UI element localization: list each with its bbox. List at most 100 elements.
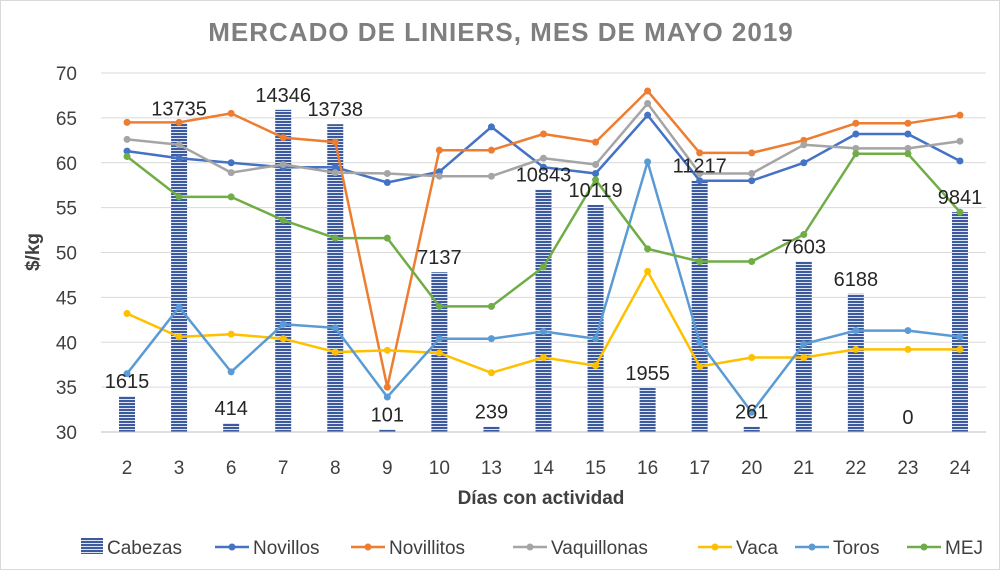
data-point	[383, 170, 391, 178]
x-tick-label: 16	[637, 458, 658, 479]
data-point	[435, 349, 443, 357]
legend-label: Toros	[833, 538, 879, 559]
data-point	[383, 393, 391, 401]
data-point	[279, 216, 287, 224]
data-point	[487, 146, 495, 154]
bar	[483, 426, 500, 432]
x-tick-label: 10	[429, 458, 450, 479]
bar-data-label: 1615	[105, 371, 150, 393]
legend-marker	[711, 543, 719, 551]
bar-data-label: 11217	[673, 156, 727, 178]
bar	[847, 293, 864, 432]
bar-data-label: 10843	[516, 165, 572, 187]
data-point	[956, 137, 964, 145]
data-point	[540, 130, 547, 138]
data-point	[123, 147, 131, 155]
data-point	[748, 408, 756, 416]
bar-data-label: 0	[902, 407, 913, 429]
data-point	[956, 157, 964, 165]
bar	[275, 109, 292, 433]
data-point	[852, 327, 860, 335]
data-point	[800, 231, 808, 239]
data-point	[383, 234, 391, 242]
legend-marker	[808, 543, 816, 551]
data-point	[592, 176, 600, 184]
y-tick-label: 70	[56, 64, 77, 85]
data-point	[644, 267, 652, 275]
series-toros	[123, 158, 964, 416]
legend-marker	[920, 543, 928, 551]
data-point	[435, 335, 443, 343]
data-point	[644, 245, 652, 253]
x-tick-label: 22	[845, 458, 866, 479]
x-tick-label: 17	[689, 458, 710, 479]
legend-label: Novillitos	[389, 538, 465, 559]
y-tick-label: 60	[56, 154, 77, 175]
x-tick-label: 2	[122, 458, 133, 479]
y-tick-label: 30	[56, 423, 77, 444]
data-point	[748, 170, 756, 178]
legend-label: Cabezas	[107, 538, 182, 559]
bar-data-label: 1955	[625, 363, 670, 385]
x-tick-label: 14	[533, 458, 555, 479]
legend-label: Vaquillonas	[551, 538, 648, 559]
line-series	[123, 87, 964, 416]
data-point	[748, 354, 756, 362]
data-point	[435, 146, 443, 154]
legend-label: Vaca	[736, 538, 778, 559]
data-point	[748, 149, 756, 157]
y-tick-label: 50	[56, 244, 77, 265]
data-point	[852, 345, 860, 353]
y-tick-label: 65	[56, 109, 77, 130]
data-point	[696, 257, 704, 265]
data-point	[696, 177, 704, 185]
data-point	[852, 130, 860, 138]
legend-item-novillos: Novillos	[215, 538, 320, 559]
x-tick-label: 21	[793, 458, 814, 479]
data-point	[175, 141, 183, 149]
data-point	[123, 135, 131, 143]
bar-data-label: 13738	[307, 99, 363, 121]
data-point	[852, 119, 860, 127]
data-point	[592, 161, 600, 169]
bar	[639, 388, 656, 432]
bar-data-label: 14346	[255, 85, 311, 107]
bar-data-label: 9841	[938, 187, 983, 209]
data-point	[852, 144, 860, 152]
data-point	[904, 150, 912, 158]
data-point	[123, 370, 131, 378]
series-vaquillonas	[123, 100, 964, 180]
data-point	[800, 340, 808, 348]
data-point	[540, 354, 547, 362]
data-point	[696, 362, 704, 370]
data-point	[331, 234, 339, 242]
data-point	[800, 159, 808, 167]
x-tick-label: 15	[585, 458, 606, 479]
data-point	[904, 345, 912, 353]
x-tick-label: 20	[741, 458, 762, 479]
data-point	[540, 327, 547, 335]
x-tick-label: 9	[382, 458, 393, 479]
data-point	[956, 111, 964, 119]
data-point	[956, 345, 964, 353]
data-point	[279, 134, 287, 142]
data-point	[175, 333, 183, 341]
data-point	[904, 144, 912, 152]
y-tick-label: 45	[56, 288, 77, 309]
data-point	[123, 152, 131, 160]
data-point	[227, 109, 235, 117]
data-point	[279, 320, 287, 328]
bar-data-label: 6188	[834, 269, 879, 291]
y-tick-label: 35	[56, 378, 77, 399]
legend-item-toros: Toros	[795, 538, 879, 559]
data-point	[123, 118, 131, 126]
data-point	[904, 327, 912, 335]
bar	[223, 423, 240, 432]
x-tick-label: 7	[278, 458, 289, 479]
series-mej	[123, 150, 964, 310]
x-axis-title: Días con actividad	[458, 488, 625, 509]
legend-item-vaca: Vaca	[698, 538, 778, 559]
data-point	[540, 263, 547, 271]
